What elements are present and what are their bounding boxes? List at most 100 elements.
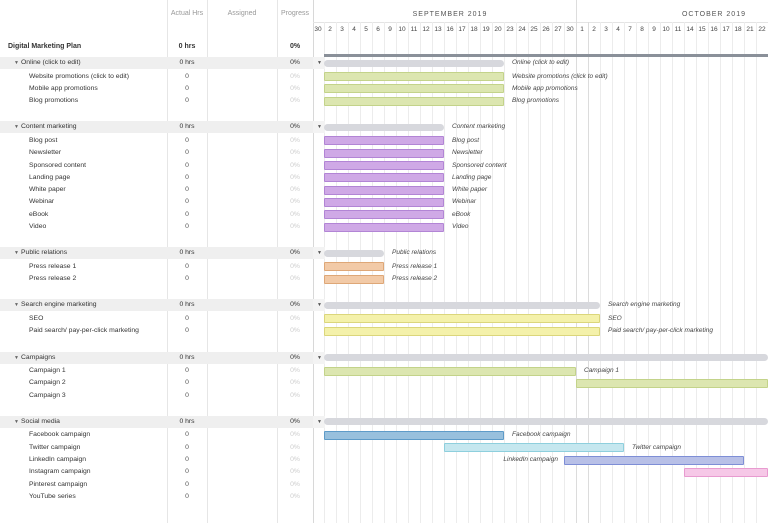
task-row[interactable]: Pinterest campaign 0 0% (0, 479, 313, 491)
task-bar-label: Press release 1 (392, 262, 438, 270)
day-gridline (612, 22, 613, 523)
collapse-triangle-icon[interactable]: ▼ (14, 354, 19, 361)
collapse-triangle-icon[interactable]: ▼ (14, 302, 19, 309)
task-row[interactable]: Landing page 0 0% (0, 172, 313, 184)
task-hrs: 0 (185, 327, 189, 335)
task-row[interactable]: Mobile app promotions 0 0% (0, 83, 313, 95)
task-row[interactable]: Campaign 2 0 0% (0, 377, 313, 389)
task-row[interactable]: eBook 0 0% (0, 209, 313, 221)
day-label: 10 (662, 26, 670, 33)
group-row[interactable]: ▼ Content marketing 0 hrs 0% (0, 121, 313, 134)
task-name: Campaign 2 (29, 379, 66, 387)
task-row[interactable]: Press release 1 0 0% (0, 261, 313, 273)
task-bar[interactable] (324, 366, 576, 376)
task-bar-label: Landing page (452, 173, 492, 181)
group-row[interactable]: ▼ Campaigns 0 hrs 0% (0, 351, 313, 364)
task-row[interactable]: Newsletter 0 0% (0, 147, 313, 159)
task-bar[interactable] (444, 443, 624, 453)
task-bar[interactable] (324, 84, 504, 94)
task-bar[interactable] (324, 430, 504, 440)
task-row[interactable]: LinkedIn campaign 0 0% (0, 454, 313, 466)
collapse-triangle-icon[interactable]: ▼ (317, 250, 322, 257)
task-bar[interactable] (684, 467, 768, 477)
task-row[interactable]: SEO 0 0% (0, 313, 313, 325)
plan-row[interactable]: Digital Marketing Plan 0 hrs 0% (0, 41, 313, 53)
task-bar[interactable] (564, 455, 744, 465)
task-bar[interactable] (324, 161, 444, 170)
task-bar[interactable] (324, 326, 600, 336)
task-row[interactable]: Campaign 3 0 0% (0, 390, 313, 402)
task-name: Press release 1 (29, 262, 77, 270)
task-row[interactable]: Press release 2 0 0% (0, 273, 313, 285)
collapse-triangle-icon[interactable]: ▼ (317, 354, 322, 361)
group-summary-bar[interactable] (324, 418, 768, 426)
task-row[interactable]: Website promotions (click to edit) 0 0% (0, 71, 313, 83)
day-label: 26 (542, 26, 550, 33)
day-gridline (696, 22, 697, 523)
task-bar[interactable] (324, 274, 384, 284)
task-row[interactable]: Blog post 0 0% (0, 135, 313, 147)
task-bar-label: Video (452, 223, 469, 230)
group-row-timeline-bg (313, 415, 325, 428)
group-progress: 0% (290, 301, 300, 309)
column-header-assigned[interactable]: Assigned (227, 10, 257, 17)
column-header-actual-hrs[interactable]: Actual Hrs (170, 10, 204, 17)
collapse-triangle-icon[interactable]: ▼ (317, 124, 322, 131)
task-bar-label: Mobile app promotions (512, 84, 578, 92)
day-label: 11 (410, 26, 418, 33)
task-bar[interactable] (324, 72, 504, 81)
task-bar[interactable] (324, 210, 444, 220)
task-bar[interactable] (576, 378, 768, 388)
task-bar[interactable] (324, 262, 384, 272)
collapse-triangle-icon[interactable]: ▼ (14, 60, 19, 66)
day-label: 2 (328, 26, 332, 33)
day-label: 16 (710, 26, 718, 33)
group-summary-bar[interactable] (324, 249, 384, 257)
task-name: Paid search/ pay-per-click marketing (29, 327, 139, 335)
task-bar[interactable] (324, 185, 444, 195)
task-row[interactable]: Video 0 0% (0, 221, 313, 233)
group-row[interactable]: ▼ Online (click to edit) 0 hrs 0% (0, 57, 313, 69)
group-summary-bar[interactable] (324, 354, 768, 361)
task-bar[interactable] (324, 96, 504, 106)
collapse-triangle-icon[interactable]: ▼ (317, 60, 322, 66)
task-row[interactable]: Instagram campaign 0 0% (0, 466, 313, 478)
task-bar[interactable] (324, 314, 600, 324)
group-row[interactable]: ▼ Social media 0 hrs 0% (0, 415, 313, 428)
task-name: Campaign 1 (29, 367, 66, 374)
day-gridline (756, 22, 757, 523)
group-summary-bar[interactable] (324, 301, 600, 309)
group-summary-bar[interactable] (324, 123, 444, 131)
column-header-progress[interactable]: Progress (280, 10, 309, 17)
task-progress: 0% (290, 379, 300, 387)
group-progress: 0% (290, 353, 300, 361)
collapse-triangle-icon[interactable]: ▼ (317, 418, 322, 425)
group-row[interactable]: ▼ Public relations 0 hrs 0% (0, 247, 313, 260)
task-name: Pinterest campaign (29, 480, 88, 488)
task-row[interactable]: Blog promotions 0 0% (0, 95, 313, 107)
collapse-triangle-icon[interactable]: ▼ (14, 418, 19, 425)
task-row[interactable]: Paid search/ pay-per-click marketing 0 0% (0, 325, 313, 337)
task-bar[interactable] (324, 148, 444, 158)
month-september: SEPTEMBER 2019 (412, 11, 488, 18)
task-bar[interactable] (324, 173, 444, 183)
task-progress: 0% (290, 431, 300, 439)
task-row[interactable]: White paper 0 0% (0, 184, 313, 196)
day-gridline (720, 22, 721, 523)
task-name: Website promotions (click to edit) (29, 72, 129, 80)
task-bar[interactable] (324, 197, 444, 207)
task-row[interactable]: YouTube series 0 0% (0, 491, 313, 503)
collapse-triangle-icon[interactable]: ▼ (14, 124, 19, 131)
task-row[interactable]: Facebook campaign 0 0% (0, 429, 313, 441)
group-row[interactable]: ▼ Search engine marketing 0 hrs 0% (0, 299, 313, 312)
task-row[interactable]: Twitter campaign 0 0% (0, 442, 313, 454)
task-row[interactable]: Campaign 1 0 0% (0, 365, 313, 377)
task-row[interactable]: Webinar 0 0% (0, 196, 313, 208)
task-bar[interactable] (324, 222, 444, 232)
group-summary-bar[interactable] (324, 59, 504, 67)
task-row[interactable]: Sponsored content 0 0% (0, 160, 313, 172)
collapse-triangle-icon[interactable]: ▼ (317, 302, 322, 309)
task-bar-label: Online (click to edit) (512, 59, 570, 66)
collapse-triangle-icon[interactable]: ▼ (14, 250, 19, 257)
task-bar[interactable] (324, 136, 444, 146)
